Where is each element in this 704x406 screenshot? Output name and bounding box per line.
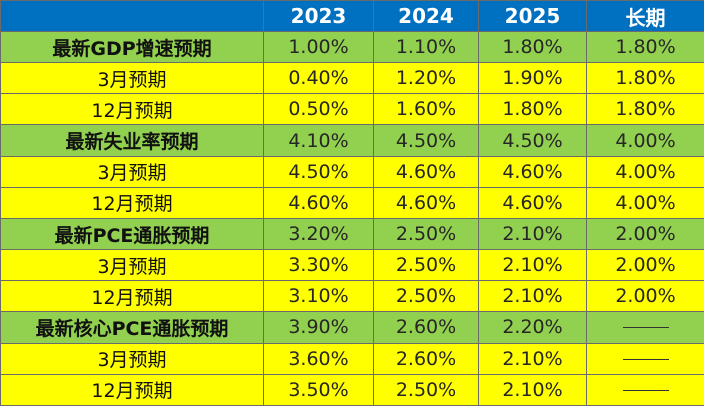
- value-cell-na: [586, 311, 704, 344]
- value-cell: 1.80%: [586, 30, 704, 64]
- row-label: 12月预期: [0, 280, 264, 313]
- header-cell-2025: 2025: [478, 0, 587, 32]
- value-cell: 4.10%: [263, 124, 374, 157]
- header-cell-2023: 2023: [263, 0, 374, 32]
- value-cell: 1.00%: [263, 30, 374, 64]
- sub-row: 3月预期 0.40% 1.20% 1.90% 1.80%: [0, 62, 704, 95]
- value-cell: 4.00%: [586, 124, 704, 157]
- section-row: 最新核心PCE通胀预期 3.90% 2.60% 2.20%: [0, 311, 704, 344]
- value-cell: 2.10%: [478, 217, 587, 251]
- row-label: 3月预期: [0, 342, 264, 375]
- value-cell: 2.60%: [373, 311, 479, 344]
- row-label: 3月预期: [0, 249, 264, 282]
- value-cell: 1.80%: [478, 93, 587, 126]
- sub-row: 12月预期 3.10% 2.50% 2.10% 2.00%: [0, 280, 704, 313]
- value-cell: 1.90%: [478, 62, 587, 95]
- value-cell: 1.80%: [478, 30, 587, 64]
- value-cell: 3.30%: [263, 249, 374, 282]
- sub-row: 12月预期 3.50% 2.50% 2.10%: [0, 373, 704, 406]
- value-cell: 1.10%: [373, 30, 479, 64]
- section-row: 最新GDP增速预期 1.00% 1.10% 1.80% 1.80%: [0, 30, 704, 64]
- row-label: 最新失业率预期: [0, 124, 264, 157]
- sub-row: 12月预期 4.60% 4.60% 4.60% 4.00%: [0, 186, 704, 219]
- row-label: 最新GDP增速预期: [0, 30, 264, 64]
- value-cell: 4.60%: [263, 186, 374, 219]
- value-cell: 2.10%: [478, 249, 587, 282]
- dash-placeholder: [622, 358, 669, 360]
- value-cell: 2.60%: [373, 342, 479, 375]
- sub-row: 3月预期 3.30% 2.50% 2.10% 2.00%: [0, 249, 704, 282]
- dash-placeholder: [622, 327, 669, 329]
- value-cell: 2.50%: [373, 373, 479, 406]
- value-cell: 4.50%: [478, 124, 587, 157]
- row-label: 3月预期: [0, 155, 264, 188]
- value-cell: 4.50%: [373, 124, 479, 157]
- value-cell: 3.50%: [263, 373, 374, 406]
- value-cell: 3.90%: [263, 311, 374, 344]
- value-cell: 2.20%: [478, 311, 587, 344]
- value-cell: 2.10%: [478, 342, 587, 375]
- value-cell: 4.50%: [263, 155, 374, 188]
- value-cell: 2.50%: [373, 217, 479, 251]
- value-cell: 4.60%: [373, 186, 479, 219]
- header-row: 2023 2024 2025 长期: [0, 0, 704, 32]
- value-cell-na: [586, 373, 704, 406]
- row-label: 12月预期: [0, 373, 264, 406]
- value-cell: 1.80%: [586, 62, 704, 95]
- value-cell: 4.00%: [586, 155, 704, 188]
- sub-row: 12月预期 0.50% 1.60% 1.80% 1.80%: [0, 93, 704, 126]
- value-cell: 1.80%: [586, 93, 704, 126]
- value-cell: 4.60%: [373, 155, 479, 188]
- value-cell: 0.40%: [263, 62, 374, 95]
- sub-row: 3月预期 4.50% 4.60% 4.60% 4.00%: [0, 155, 704, 188]
- header-cell-long-run: 长期: [586, 0, 704, 32]
- value-cell: 2.00%: [586, 217, 704, 251]
- section-row: 最新PCE通胀预期 3.20% 2.50% 2.10% 2.00%: [0, 217, 704, 251]
- row-label: 最新核心PCE通胀预期: [0, 311, 264, 344]
- value-cell: 2.00%: [586, 249, 704, 282]
- header-cell-empty: [0, 0, 264, 32]
- dash-placeholder: [622, 389, 669, 391]
- value-cell: 2.10%: [478, 280, 587, 313]
- value-cell: 0.50%: [263, 93, 374, 126]
- value-cell: 4.60%: [478, 186, 587, 219]
- section-row: 最新失业率预期 4.10% 4.50% 4.50% 4.00%: [0, 124, 704, 157]
- value-cell: 3.60%: [263, 342, 374, 375]
- value-cell: 2.50%: [373, 249, 479, 282]
- value-cell: 3.10%: [263, 280, 374, 313]
- value-cell: 1.20%: [373, 62, 479, 95]
- row-label: 3月预期: [0, 62, 264, 95]
- sub-row: 3月预期 3.60% 2.60% 2.10%: [0, 342, 704, 375]
- row-label: 最新PCE通胀预期: [0, 217, 264, 251]
- value-cell: 2.10%: [478, 373, 587, 406]
- row-label: 12月预期: [0, 186, 264, 219]
- row-label: 12月预期: [0, 93, 264, 126]
- value-cell: 4.00%: [586, 186, 704, 219]
- value-cell: 2.50%: [373, 280, 479, 313]
- value-cell: 4.60%: [478, 155, 587, 188]
- value-cell: 2.00%: [586, 280, 704, 313]
- value-cell-na: [586, 342, 704, 375]
- value-cell: 1.60%: [373, 93, 479, 126]
- header-cell-2024: 2024: [373, 0, 479, 32]
- value-cell: 3.20%: [263, 217, 374, 251]
